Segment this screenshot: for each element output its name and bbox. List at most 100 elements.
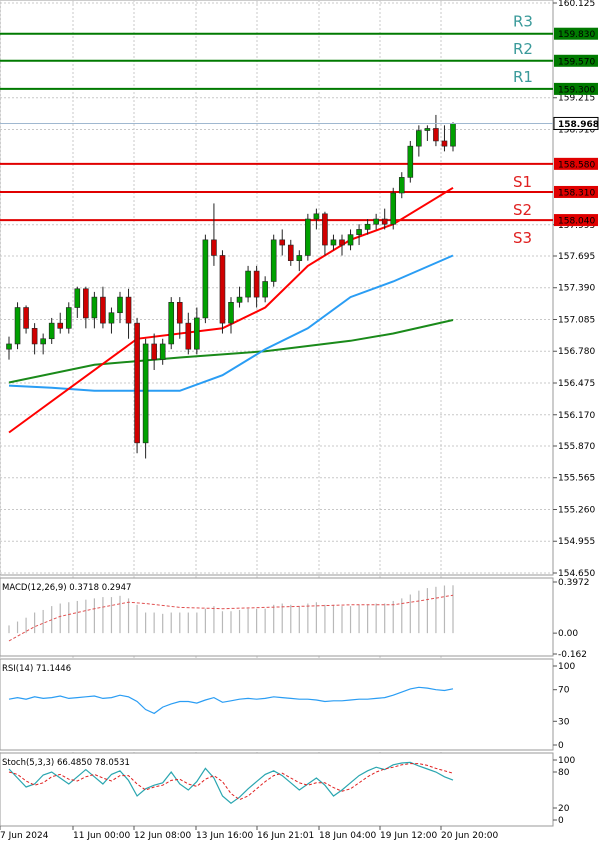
candle-body <box>398 177 405 194</box>
candle-body <box>202 239 209 319</box>
candle <box>296 250 303 272</box>
candle-body <box>83 288 89 319</box>
candle <box>6 336 12 360</box>
candle-body <box>424 128 431 131</box>
candle <box>305 213 311 261</box>
time-tick-label: 19 Jun 12:00 <box>380 831 437 841</box>
candle <box>253 265 260 308</box>
candle-body <box>134 322 140 444</box>
candle-body <box>125 296 132 324</box>
ma-mid-line <box>8 254 454 392</box>
price-tick-label: 155.870 <box>558 442 595 452</box>
level-label-r1: R1 <box>513 68 533 86</box>
time-tick-label: 20 Jun 20:00 <box>441 831 498 841</box>
candle <box>91 291 98 329</box>
candle <box>433 114 439 147</box>
stoch-tick-label: 20 <box>558 804 570 814</box>
price-tick-label: 157.085 <box>558 315 595 325</box>
candle-body <box>23 307 29 329</box>
macd-signal-path <box>8 594 454 642</box>
candle <box>245 265 251 303</box>
time-tick-label: 18 Jun 04:00 <box>319 831 376 841</box>
candle-body <box>287 244 294 261</box>
candle <box>74 286 81 318</box>
candle <box>390 187 397 230</box>
stoch-d-path <box>8 763 454 801</box>
candle <box>57 312 64 334</box>
candle-body <box>151 343 157 360</box>
price-tick-label: 157.695 <box>558 252 595 262</box>
candle-body <box>245 270 251 298</box>
candle <box>339 234 345 256</box>
candle-body <box>347 234 354 246</box>
candle <box>31 323 38 355</box>
candle <box>270 234 277 287</box>
candle <box>202 234 209 324</box>
candle <box>262 276 268 303</box>
candle <box>14 302 21 350</box>
candle-body <box>339 239 345 246</box>
macd-axis: 0.3972 0.00 -0.162 <box>553 578 590 660</box>
candle-body <box>356 229 362 235</box>
stoch-tick-label: 0 <box>558 816 564 826</box>
level-tag-value: 158.580 <box>558 160 595 170</box>
candle <box>134 317 140 454</box>
candle <box>176 297 183 339</box>
candle-body <box>253 270 260 298</box>
macd-signal-line <box>8 594 454 642</box>
candle <box>228 297 234 334</box>
ma-fast-line <box>8 186 454 434</box>
candle <box>194 307 200 355</box>
candle <box>356 224 362 246</box>
time-tick-label: 13 Jun 16:00 <box>196 831 253 841</box>
candle <box>407 140 414 183</box>
candle <box>108 307 115 334</box>
candle-body <box>159 343 166 360</box>
candle-body <box>211 239 217 256</box>
candle <box>313 208 320 230</box>
candle-body <box>441 140 448 147</box>
candle <box>287 239 294 266</box>
candle-body <box>219 255 226 324</box>
price-tick-label: 154.650 <box>558 569 595 579</box>
candle-body <box>91 296 98 319</box>
level-label-r3: R3 <box>513 13 533 31</box>
candle-body <box>108 312 115 324</box>
level-tag-bg <box>554 157 598 170</box>
candle-body <box>14 307 21 345</box>
candle-body <box>194 317 200 350</box>
candle-body <box>313 213 320 220</box>
level-tag-value: 159.300 <box>558 85 595 95</box>
candle <box>117 291 123 324</box>
level-label-s3: S3 <box>513 229 532 247</box>
level-tag-value: 158.040 <box>558 217 595 227</box>
candle-body <box>322 213 328 246</box>
candle-body <box>296 255 303 261</box>
stoch-label: Stoch(5,3,3) 66.4850 78.0531 <box>2 758 130 768</box>
candle <box>65 302 72 334</box>
stoch-tick-label: 80 <box>558 768 570 778</box>
candle-body <box>142 343 149 444</box>
macd-label: MACD(12,26,9) 0.3718 0.2947 <box>2 583 131 593</box>
candle-body <box>100 296 106 324</box>
rsi-tick-label: 0 <box>558 741 564 751</box>
candle <box>364 219 371 235</box>
moving-averages <box>8 186 454 434</box>
candle-body <box>176 302 183 324</box>
price-tick-label: 154.955 <box>558 537 595 547</box>
stoch-axis: 100 80 20 0 <box>553 756 575 826</box>
candle-body <box>270 239 277 282</box>
candle-body <box>57 322 64 329</box>
candle <box>40 333 46 355</box>
stoch-lines <box>8 761 454 804</box>
candle-body <box>407 145 414 178</box>
rsi-tick-label: 70 <box>558 686 570 696</box>
price-tick-label: 160.125 <box>558 0 595 9</box>
candle <box>219 250 226 334</box>
candle-body <box>450 123 456 147</box>
candle-body <box>381 218 388 225</box>
macd-tick-label: -0.162 <box>558 650 587 660</box>
price-tick-label: 155.260 <box>558 505 595 515</box>
candle-body <box>228 302 234 324</box>
